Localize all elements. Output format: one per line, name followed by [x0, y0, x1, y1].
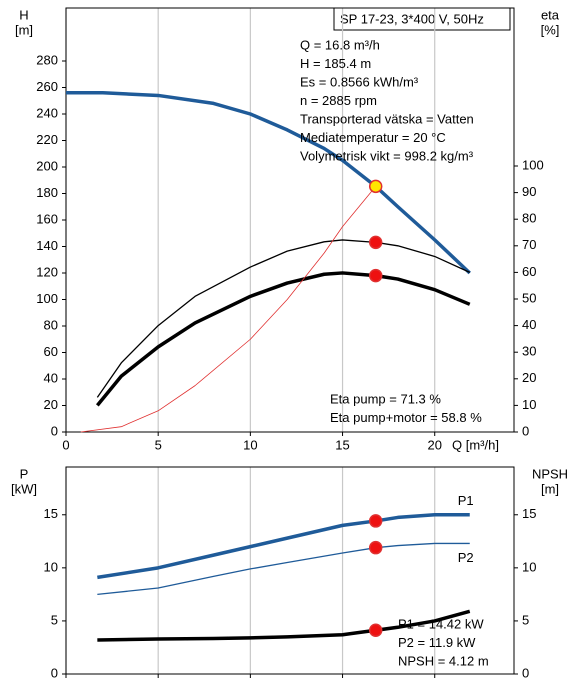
- y2-tick-label: 60: [522, 264, 536, 279]
- efficiency-info: Eta pump = 71.3 %: [330, 391, 441, 406]
- x-tick-label: 20: [427, 437, 441, 452]
- curve: [96, 239, 471, 398]
- y-tick-label: 160: [36, 211, 58, 226]
- y-tick-label: 10: [44, 559, 58, 574]
- y-axis-unit: [kW]: [11, 481, 37, 496]
- y2-tick-label: 10: [522, 559, 536, 574]
- curve: [95, 271, 471, 407]
- operating-info: Q = 16.8 m³/h: [300, 37, 380, 52]
- y2-tick-label: 20: [522, 370, 536, 385]
- operating-info: Es = 0.8566 kWh/m³: [300, 74, 419, 89]
- curve: [97, 513, 470, 580]
- y2-tick-label: 5: [522, 612, 529, 627]
- y-tick-label: 15: [44, 506, 58, 521]
- x-tick-label: 0: [62, 437, 69, 452]
- x-axis-label: Q [m³/h]: [452, 437, 499, 452]
- operating-point: [368, 179, 383, 194]
- x-tick-label: 10: [243, 437, 257, 452]
- y-tick-label: 240: [36, 105, 58, 120]
- operating-info: P2 = 11.9 kW: [398, 635, 476, 650]
- operating-info: n = 2885 rpm: [300, 93, 377, 108]
- y-tick-label: 200: [36, 158, 58, 173]
- y-axis-unit: [m]: [15, 22, 33, 37]
- curve: [97, 609, 471, 642]
- y2-tick-label: 90: [522, 184, 536, 199]
- y-axis-label: P: [20, 466, 29, 481]
- operating-info: Transporterad vätska = Vatten: [300, 111, 474, 126]
- y-tick-label: 220: [36, 132, 58, 147]
- operating-info: Volymetrisk vikt = 998.2 kg/m³: [300, 148, 474, 163]
- operating-info: P1 = 14.42 kW: [398, 616, 484, 631]
- y2-tick-label: 100: [522, 157, 544, 172]
- operating-info: H = 185.4 m: [300, 56, 371, 71]
- y2-tick-label: 30: [522, 344, 536, 359]
- y2-tick-label: 0: [522, 665, 529, 680]
- y-tick-label: 80: [44, 317, 58, 332]
- curve: [97, 542, 470, 596]
- y2-tick-label: 10: [522, 397, 536, 412]
- y-tick-label: 280: [36, 52, 58, 67]
- y2-tick-label: 50: [522, 290, 536, 305]
- y2-tick-label: 80: [522, 211, 536, 226]
- y-tick-label: 40: [44, 370, 58, 385]
- operating-point: [368, 235, 383, 250]
- plot-frame: [65, 466, 515, 675]
- y-tick-label: 60: [44, 344, 58, 359]
- operating-point: [368, 268, 383, 283]
- y-tick-label: 260: [36, 79, 58, 94]
- curve-label: P1: [458, 493, 474, 508]
- operating-point: [368, 514, 383, 528]
- operating-point: [368, 623, 383, 638]
- y-tick-label: 100: [36, 291, 58, 306]
- x-tick-label: 15: [335, 437, 349, 452]
- curve: [66, 91, 471, 275]
- operating-info: NPSH = 4.12 m: [398, 653, 489, 668]
- y2-tick-label: 70: [522, 237, 536, 252]
- y2-tick-label: 15: [522, 506, 536, 521]
- y-tick-label: 140: [36, 238, 58, 253]
- x-tick-label: 5: [155, 437, 162, 452]
- curve: [80, 186, 377, 433]
- y-tick-label: 0: [51, 423, 58, 438]
- y2-axis-unit: [%]: [541, 22, 560, 37]
- chart-title: SP 17-23, 3*400 V, 50Hz: [340, 11, 484, 26]
- y2-tick-label: 40: [522, 317, 536, 332]
- operating-point: [368, 540, 383, 555]
- curve-label: P2: [458, 550, 474, 565]
- y2-axis-label: NPSH: [532, 466, 568, 481]
- efficiency-info: Eta pump+motor = 58.8 %: [330, 410, 482, 425]
- operating-info: Mediatemperatur = 20 °C: [300, 130, 446, 145]
- y-axis-label: H: [19, 7, 28, 22]
- y-tick-label: 180: [36, 185, 58, 200]
- y-tick-label: 20: [44, 397, 58, 412]
- y-tick-label: 5: [51, 612, 58, 627]
- y2-axis-label: eta: [541, 7, 560, 22]
- y-tick-label: 120: [36, 264, 58, 279]
- y2-tick-label: 0: [522, 423, 529, 438]
- y-tick-label: 0: [51, 665, 58, 680]
- y2-axis-unit: [m]: [541, 481, 559, 496]
